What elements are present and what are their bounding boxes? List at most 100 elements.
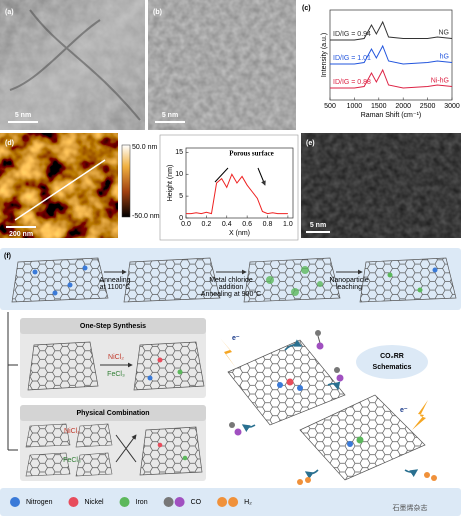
plot-frame bbox=[329, 9, 453, 101]
graphene-sheet bbox=[25, 423, 71, 448]
graphene-sheet bbox=[75, 452, 113, 477]
flow-arrows bbox=[241, 339, 419, 480]
reagent: FeCl₃ bbox=[107, 371, 125, 378]
schematic-title-bg bbox=[356, 345, 428, 379]
reagent: FeCl₃ bbox=[63, 457, 81, 464]
x-tick-label: 0.4 bbox=[222, 221, 232, 228]
graphene-sheet bbox=[123, 257, 221, 303]
step-label: addition bbox=[219, 284, 244, 291]
arrow bbox=[115, 435, 136, 463]
panel-label: (d) bbox=[5, 140, 14, 147]
graphene-sheet bbox=[227, 339, 346, 426]
x-axis-label: Raman Shift (cm⁻¹) bbox=[361, 112, 421, 119]
x-tick-label: 1.0 bbox=[283, 221, 293, 228]
watermark: 石墨烯杂志 bbox=[393, 503, 428, 512]
sheet-edge bbox=[9, 9, 141, 121]
plot-frame bbox=[185, 147, 294, 219]
y-tick-label: 0 bbox=[179, 215, 183, 222]
graphene-sheet bbox=[75, 423, 113, 448]
legend-label: H₂ bbox=[244, 499, 252, 506]
legend-label: Nitrogen bbox=[26, 499, 53, 506]
y-axis-label: Height (nm) bbox=[167, 165, 174, 202]
legend-swatch bbox=[163, 497, 174, 507]
colorbar bbox=[121, 144, 131, 218]
y-tick-label: 5 bbox=[179, 193, 183, 200]
panel-label: (b) bbox=[153, 9, 162, 16]
graphene-sheet bbox=[139, 426, 203, 476]
x-tick-label: 0.2 bbox=[202, 221, 212, 228]
x-tick-label: 0.8 bbox=[263, 221, 273, 228]
box-header bbox=[20, 318, 206, 334]
legend-swatch bbox=[174, 497, 185, 507]
annotation: Porous surface bbox=[229, 150, 273, 158]
graphene-sheet bbox=[359, 257, 457, 303]
scale-label: 5 nm bbox=[310, 222, 326, 229]
step-label: Nanoparticle bbox=[329, 277, 368, 284]
dopants bbox=[32, 265, 438, 296]
legend-swatch bbox=[10, 497, 20, 507]
series-line bbox=[330, 20, 453, 41]
x-axis-label: X (nm) bbox=[229, 230, 250, 237]
x-tick-label: 2500 bbox=[420, 103, 436, 110]
step-label: Annealing bbox=[99, 277, 130, 284]
reagent: NiCl₂ bbox=[64, 428, 80, 435]
legend-swatch bbox=[217, 497, 228, 507]
panel-label: (a) bbox=[5, 9, 14, 16]
electron: e⁻ bbox=[400, 407, 408, 414]
scale-label: 200 nm bbox=[9, 231, 33, 238]
graphene-sheet bbox=[27, 341, 99, 391]
box-title: Physical Combination bbox=[76, 410, 149, 417]
series-line bbox=[330, 68, 453, 89]
graphene-sheet bbox=[133, 341, 205, 391]
graphene-sheet bbox=[299, 394, 426, 481]
scale-label: 5 nm bbox=[15, 112, 31, 119]
afm-texture bbox=[0, 133, 118, 238]
profile-line bbox=[14, 159, 106, 221]
schematic-title: Schematics bbox=[373, 364, 412, 371]
x-tick-label: 3000 bbox=[444, 103, 460, 110]
annotation: ID/IG = 0.88 bbox=[333, 79, 371, 86]
lightning bbox=[220, 338, 236, 368]
sheets-row bbox=[11, 257, 457, 303]
legend-swatch bbox=[228, 497, 239, 507]
y-axis-label: Intensity (a.u.) bbox=[321, 33, 328, 77]
graphene-sheet bbox=[11, 257, 109, 303]
series-label: hG bbox=[440, 53, 449, 60]
legend-swatch bbox=[119, 497, 130, 507]
molecules bbox=[229, 330, 437, 485]
legend-label: Iron bbox=[136, 499, 148, 506]
legend-swatch bbox=[68, 497, 79, 507]
y-tick-label: 15 bbox=[175, 149, 183, 156]
tem-texture bbox=[0, 0, 145, 130]
box-header bbox=[20, 405, 206, 421]
x-tick-label: 2000 bbox=[395, 103, 411, 110]
x-tick-label: 1000 bbox=[347, 103, 363, 110]
box-title: One-Step Synthesis bbox=[80, 323, 146, 330]
panel-label: (f) bbox=[4, 253, 11, 260]
annotation: ID/IG = 0.94 bbox=[333, 31, 371, 38]
height-chart: 0.0 0.2 0.4 0.6 0.8 1.0 0 5 10 15 X (nm) Height (nm… bbox=[167, 147, 294, 237]
step-label: Metal chloride bbox=[209, 277, 253, 284]
step-label: at 1100°C bbox=[100, 283, 131, 291]
annotation-arrow bbox=[214, 167, 265, 185]
branch-line bbox=[7, 312, 18, 451]
process-band bbox=[0, 248, 461, 310]
step-label: Annealing at 900°C bbox=[201, 290, 261, 298]
legend: Nitrogen Nickel Iron CO H₂ bbox=[10, 497, 252, 507]
legend-label: CO bbox=[191, 499, 202, 506]
graphene-sheet bbox=[25, 452, 71, 477]
series-line bbox=[186, 173, 288, 215]
annotation: ID/IG = 1.01 bbox=[333, 55, 371, 62]
series-label: Ni-hG bbox=[431, 77, 449, 84]
raman-chart: 500 1000 1500 2000 2500 3000 Raman Shift (cm⁻¹… bbox=[321, 9, 460, 119]
panel-label: (c) bbox=[302, 5, 311, 12]
step-label: leaching bbox=[336, 284, 362, 291]
legend-label: Nickel bbox=[84, 499, 104, 506]
x-tick-label: 500 bbox=[324, 103, 336, 110]
series-label: NG bbox=[439, 29, 450, 36]
electron: e⁻ bbox=[232, 335, 240, 342]
stem-texture bbox=[301, 133, 461, 238]
reagent: NiCl₂ bbox=[108, 354, 124, 361]
